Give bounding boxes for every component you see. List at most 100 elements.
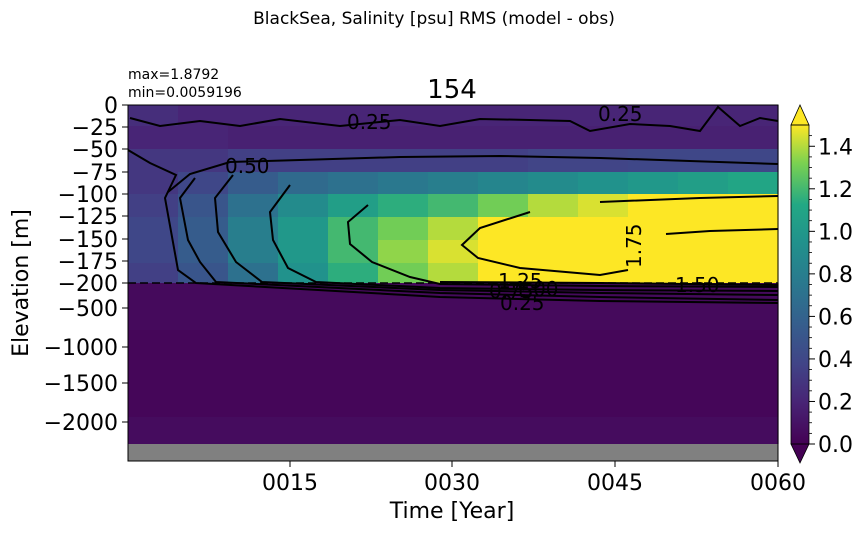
heatmap-cell [328,392,379,417]
heatmap-cell [428,417,479,444]
heatmap-cell [478,149,529,172]
plot-area: 0.25 0.25 0.50 1.75 1.25 1.50 1.00 0.75 … [127,102,779,462]
y-tick-label: −1500 [44,372,118,397]
colorbar-extend-min [790,443,810,464]
heatmap-cell [428,172,479,194]
contour-line-125 [346,204,779,288]
heatmap-cell [678,330,729,392]
heatmap-cell [278,330,329,392]
heatmap-cell [128,392,179,417]
heatmap-cell [278,126,329,149]
heatmap-cell [678,392,729,417]
heatmap-cell [578,330,629,392]
heatmap-cell [628,217,679,240]
heatmap-cell [428,149,479,172]
heatmap-cell [128,263,179,283]
heatmap-cell [178,172,229,194]
heatmap-cell [328,194,379,217]
heatmap-cell [678,126,729,149]
heatmap-cell [478,194,529,217]
y-tick-label: −75 [72,161,118,186]
heatmap-cell [678,240,729,263]
contour-lines [127,105,779,304]
colorbar-tick-label: 0.8 [818,263,853,288]
heatmap-cell [128,217,179,240]
heatmap-cell [378,330,429,392]
colorbar-gradient [791,125,809,444]
heatmap-cell [528,392,579,417]
y-tick-label: 0 [104,94,118,119]
contour-label: 1.00 [514,277,559,301]
y-tick-label: −125 [58,205,118,230]
heatmap-cell [128,105,179,126]
heatmap-cell [478,217,529,240]
x-tick-label: 0015 [262,471,318,496]
stats-min: min=0.0059196 [128,85,242,101]
y-tick-label: −2000 [44,411,118,436]
heatmap-cell [378,172,429,194]
y-tick-label: −50 [72,138,118,163]
heatmap-cell [578,149,629,172]
colorbar-tick-label: 1.2 [818,178,853,203]
heatmap-cell [728,105,779,126]
heatmap-cell [228,392,279,417]
heatmap-cell [328,126,379,149]
heatmap-cell [728,392,779,417]
heatmap-cell [178,283,229,330]
heatmap-cell [228,194,279,217]
contour-line-050 [167,154,779,193]
heatmap-cell [128,172,179,194]
heatmap-cell [128,194,179,217]
heatmap-cell [728,172,779,194]
heatmap-cell [578,194,629,217]
heatmap-cell [228,240,279,263]
heatmap-cell [278,263,329,283]
heatmap-cell [628,172,679,194]
heatmap-cell [528,217,579,240]
heatmap-cell [678,217,729,240]
heatmap-cell [128,330,179,392]
heatmap-cell [178,330,229,392]
heatmap-cell [578,172,629,194]
heatmap-cell [278,392,329,417]
heatmap-cell [728,240,779,263]
contour-line-050-b [178,177,779,301]
contour-label: 1.75 [622,223,646,268]
heatmap-cell [728,330,779,392]
colorbar: 0.0 0.2 0.4 0.6 0.8 1.0 1.2 1.4 [790,104,853,464]
contour-label: 0.75 [489,279,534,303]
y-axis: 0−25−50−75−100−125−150−175−200−500 −1000 −… [44,94,128,436]
colorbar-tick-label: 1.0 [818,220,853,245]
contour-label-group: 0.25 0.25 0.50 1.75 1.25 1.50 1.00 0.75 … [225,102,720,315]
heatmap-cell [428,240,479,263]
colorbar-extend-max [790,104,810,126]
heatmap-cell [628,263,679,283]
heatmap-cell [328,217,379,240]
heatmap-cell [128,283,179,330]
contour-line-075 [213,174,779,296]
heatmap-cell [228,263,279,283]
colorbar-tick-label: 0.6 [818,305,853,330]
heatmap-cell [628,105,679,126]
heatmap-cell [278,240,329,263]
y-tick-label: −25 [72,116,118,141]
plot-title: 154 [427,75,477,105]
heatmap-cell [528,149,579,172]
heatmap-cell [328,240,379,263]
colorbar-ticks: 0.0 0.2 0.4 0.6 0.8 1.0 1.2 1.4 [809,135,853,458]
x-tick-label: 0045 [587,471,643,496]
heatmap-cell [478,105,529,126]
heatmap-cell [478,240,529,263]
contour-line-025-top [129,105,779,133]
heatmap-cell [728,194,779,217]
y-tick-label: −500 [58,297,118,322]
contour-label: 0.50 [225,154,270,178]
contour-line-175 [460,211,779,277]
heatmap-cell [428,194,479,217]
x-tick-label: 0060 [750,471,806,496]
heatmap-cell [278,172,329,194]
heatmap-cell [378,149,429,172]
heatmap-cell [478,417,529,444]
heatmap-cell [228,172,279,194]
